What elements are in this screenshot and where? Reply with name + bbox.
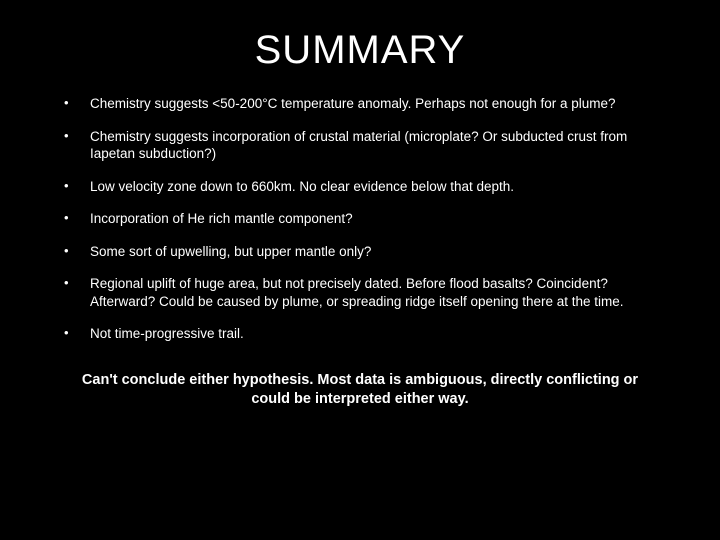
bullet-item: Regional uplift of huge area, but not pr… <box>64 275 672 310</box>
slide-container: SUMMARY Chemistry suggests <50-200°C tem… <box>0 0 720 540</box>
conclusion-text: Can't conclude either hypothesis. Most d… <box>48 371 672 410</box>
slide-title: SUMMARY <box>48 28 672 73</box>
bullet-item: Chemistry suggests <50-200°C temperature… <box>64 95 672 113</box>
bullet-list: Chemistry suggests <50-200°C temperature… <box>48 95 672 343</box>
bullet-item: Some sort of upwelling, but upper mantle… <box>64 243 672 261</box>
bullet-item: Low velocity zone down to 660km. No clea… <box>64 178 672 196</box>
bullet-item: Not time-progressive trail. <box>64 325 672 343</box>
bullet-item: Chemistry suggests incorporation of crus… <box>64 128 672 163</box>
bullet-item: Incorporation of He rich mantle componen… <box>64 210 672 228</box>
